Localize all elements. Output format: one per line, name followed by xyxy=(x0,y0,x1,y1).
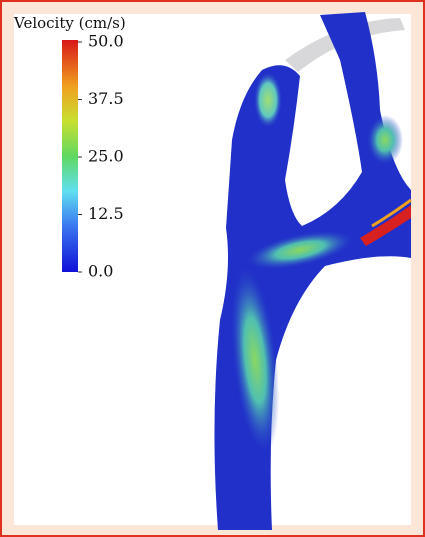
page: Velocity (cm/s) 50.037.525.012.50.0 (() … xyxy=(0,0,425,537)
flow-region xyxy=(367,115,403,165)
tick-label: 25.0 xyxy=(88,147,124,166)
tick-label: 12.5 xyxy=(88,204,124,223)
flow-region xyxy=(254,72,282,128)
tick-label: 37.5 xyxy=(88,89,124,108)
tick-label: 0.0 xyxy=(88,262,113,281)
figure: Velocity (cm/s) 50.0 37.5 25.0 12.5 0.0 xyxy=(0,0,425,537)
tick-label: 50.0 xyxy=(88,32,124,51)
colorbar-title: Velocity (cm/s) xyxy=(13,14,126,32)
colorbar xyxy=(62,40,78,272)
